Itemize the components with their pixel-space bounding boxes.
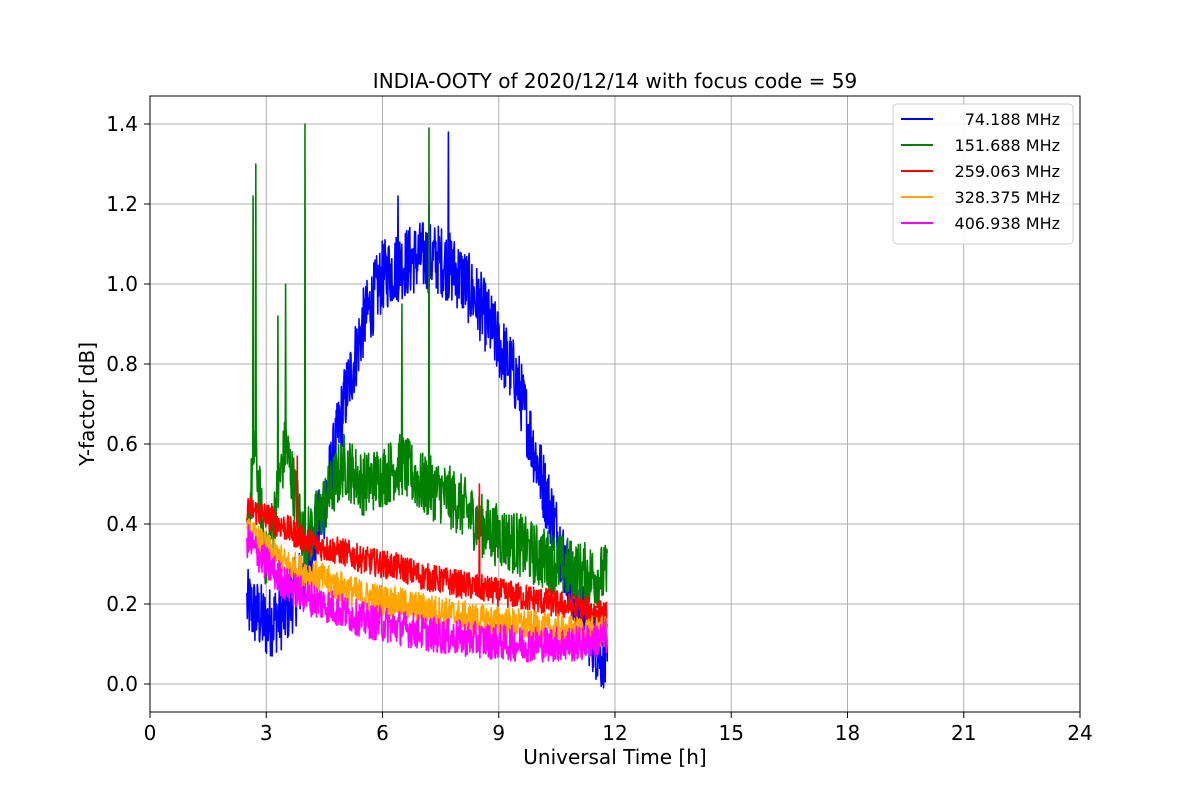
legend-label: 406.938 MHz bbox=[955, 214, 1060, 233]
x-tick-label: 0 bbox=[144, 721, 157, 745]
legend: 74.188 MHz 151.688 MHz 259.063 MHz 328.375 … bbox=[892, 103, 1074, 245]
legend-box bbox=[892, 103, 1074, 245]
y-axis-ticks: 0.0 0.2 0.4 0.6 0.8 1.0 1.2 1.4 bbox=[106, 112, 150, 696]
y-tick-label: 0.6 bbox=[106, 432, 138, 456]
legend-label: 74.188 MHz bbox=[965, 110, 1060, 129]
series-line-3 bbox=[246, 518, 609, 648]
y-tick-label: 1.0 bbox=[106, 272, 138, 296]
x-tick-label: 15 bbox=[719, 721, 744, 745]
y-tick-label: 1.2 bbox=[106, 192, 138, 216]
plot-area bbox=[246, 123, 609, 689]
x-tick-label: 24 bbox=[1067, 721, 1092, 745]
x-tick-label: 21 bbox=[951, 721, 976, 745]
x-tick-label: 9 bbox=[492, 721, 505, 745]
legend-label: 328.375 MHz bbox=[955, 188, 1060, 207]
legend-label: 259.063 MHz bbox=[955, 162, 1060, 181]
x-tick-label: 12 bbox=[602, 721, 627, 745]
y-tick-label: 0.8 bbox=[106, 352, 138, 376]
y-tick-label: 0.2 bbox=[106, 592, 138, 616]
x-tick-label: 6 bbox=[376, 721, 389, 745]
x-axis-label: Universal Time [h] bbox=[523, 745, 706, 769]
x-tick-label: 3 bbox=[260, 721, 273, 745]
series-line-2 bbox=[246, 455, 609, 631]
legend-label: 151.688 MHz bbox=[955, 136, 1060, 155]
y-tick-label: 0.0 bbox=[106, 672, 138, 696]
x-axis-ticks: 0 3 6 9 12 15 18 21 24 bbox=[144, 712, 1093, 745]
y-axis-label: Y-factor [dB] bbox=[75, 342, 99, 467]
chart-title: INDIA-OOTY of 2020/12/14 with focus code… bbox=[373, 69, 857, 93]
series-line-1 bbox=[246, 123, 609, 609]
series-line-4 bbox=[246, 524, 608, 663]
x-tick-label: 18 bbox=[835, 721, 860, 745]
y-tick-label: 1.4 bbox=[106, 112, 138, 136]
y-tick-label: 0.4 bbox=[106, 512, 138, 536]
